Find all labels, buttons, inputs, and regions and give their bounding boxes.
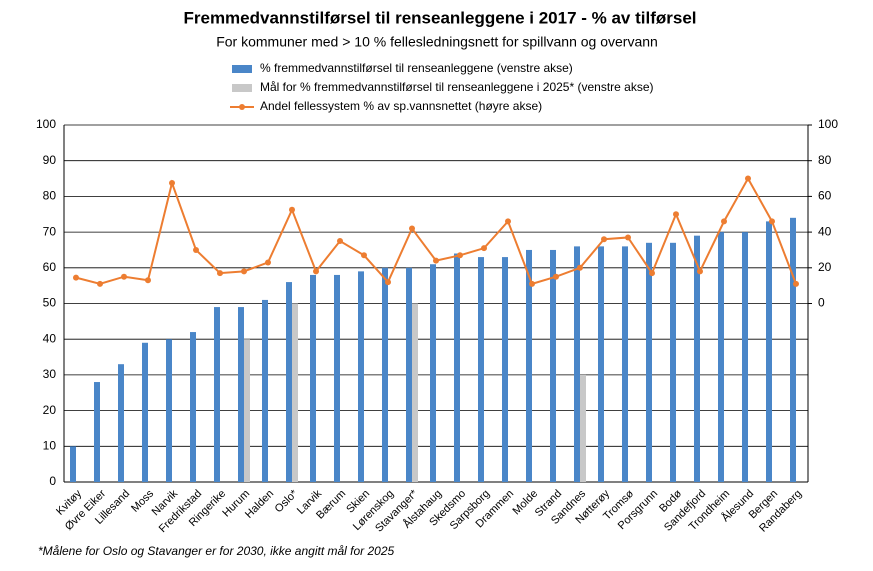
line-marker [241,268,247,275]
line-marker [409,225,415,232]
bar [166,339,172,482]
line-marker [337,238,343,245]
y2-tick-label: 80 [818,153,832,167]
y2-tick-label: 60 [818,189,832,203]
y2-tick-label: 40 [818,224,832,238]
line-marker [577,264,583,271]
bar [766,221,772,482]
bar [580,374,586,482]
bar [406,267,412,482]
bar [694,235,700,482]
line-marker [721,218,727,225]
bar [244,339,250,482]
bar [214,307,220,482]
bar [598,246,604,482]
line-marker [505,218,511,225]
y2-tick-label: 20 [818,260,832,274]
line-marker [769,218,775,225]
bar [670,242,676,482]
line-marker [793,280,799,287]
bar [292,303,298,482]
y-tick-label: 70 [43,224,57,238]
line-marker [313,268,319,275]
bar [262,299,268,482]
bar [454,253,460,482]
line-marker [697,268,703,275]
legend-label: % fremmedvannstilførsel til renseanlegge… [260,61,573,75]
bar [646,242,652,482]
line-marker [649,270,655,277]
bar [622,246,628,482]
y-tick-label: 90 [43,153,57,167]
line-marker [625,234,631,241]
line-marker [145,277,151,284]
bar [718,232,724,482]
line-marker [121,273,127,280]
line-marker [169,180,175,187]
line-marker [361,252,367,259]
chart-title: Fremmedvannstilførsel til renseanleggene… [183,8,696,27]
y-tick-label: 80 [43,189,57,203]
y-tick-label: 60 [43,260,57,274]
y-tick-label: 100 [36,117,56,131]
bar [478,257,484,482]
y-tick-label: 10 [43,438,57,452]
line-marker [673,211,679,218]
bar [310,274,316,482]
footnote: *Målene for Oslo og Stavanger er for 203… [38,544,395,558]
bar [94,382,100,482]
legend-swatch [239,104,245,110]
bar [502,257,508,482]
legend-label: Mål for % fremmedvannstilførsel til rens… [260,80,654,94]
y2-tick-label: 0 [818,296,825,310]
bar [382,267,388,482]
bar [742,232,748,482]
line-marker [193,246,199,253]
line-marker [433,257,439,264]
line-marker [529,280,535,287]
line-marker [265,259,271,266]
line-marker [553,273,559,280]
line-marker [601,236,607,243]
bar [550,249,556,482]
y-tick-label: 30 [43,367,57,381]
line-marker [289,206,295,213]
y-tick-label: 50 [43,296,57,310]
bar [526,249,532,482]
legend-label: Andel fellessystem % av sp.vannsnettet (… [260,99,542,113]
line-marker [481,245,487,252]
line-marker [73,274,79,281]
y2-tick-label: 100 [818,117,838,131]
y-tick-label: 20 [43,403,57,417]
bar [118,364,124,482]
bar [70,446,76,482]
bar [412,303,418,482]
bar [334,274,340,482]
line-marker [457,252,463,259]
bar [238,307,244,482]
line-marker [217,270,223,277]
bar [190,332,196,482]
line-marker [385,279,391,286]
line-marker [745,175,751,182]
bar [574,246,580,482]
line-marker [97,280,103,287]
y-tick-label: 0 [49,474,56,488]
chart-subtitle: For kommuner med > 10 % fellesledningsne… [216,34,658,50]
bar [358,271,364,482]
legend-swatch [232,65,252,73]
bar [286,282,292,482]
bar [430,264,436,482]
bar [142,342,148,482]
bar [790,217,796,482]
y-tick-label: 40 [43,331,57,345]
legend-swatch [232,84,252,92]
